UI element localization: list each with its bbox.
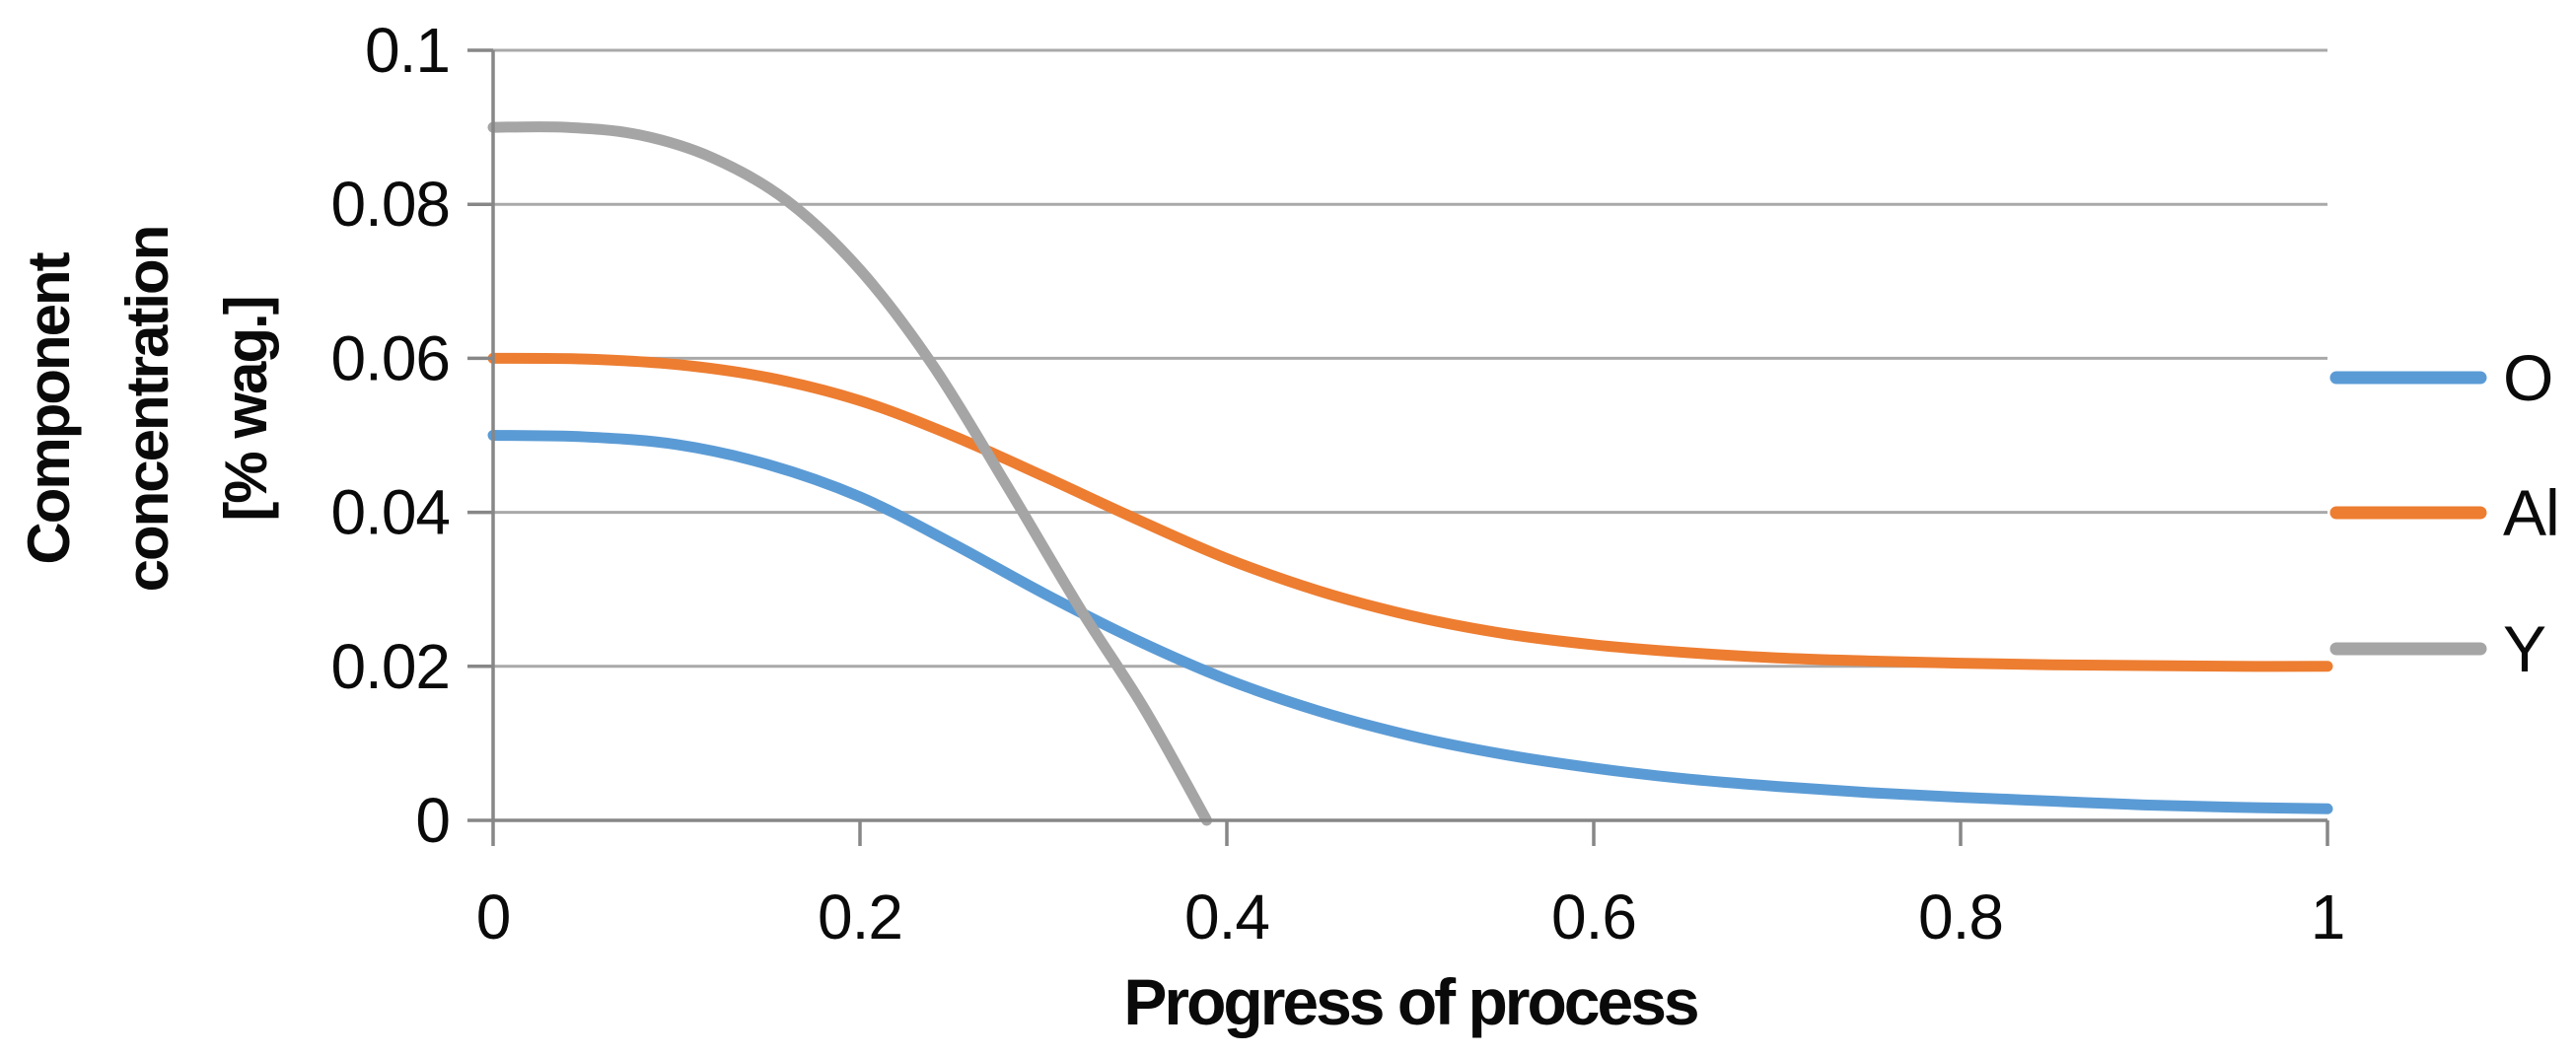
svg-text:0.2: 0.2 — [818, 881, 902, 952]
legend-item-Y: Y — [2329, 612, 2576, 685]
y-tick-labels: 0 0.02 0.04 0.06 0.08 0.1 — [330, 15, 451, 856]
axis-lines — [491, 50, 2327, 822]
svg-text:0.08: 0.08 — [330, 169, 450, 240]
legend: O Al Y — [2329, 0, 2576, 1057]
svg-text:0.6: 0.6 — [1551, 881, 1636, 952]
svg-text:0.04: 0.04 — [330, 477, 450, 548]
y-axis-title: Component concentration [% wag.] — [0, 94, 296, 725]
y-axis-title-line-3: [% wag.] — [213, 297, 279, 522]
legend-swatch-Al-icon — [2329, 506, 2487, 520]
y-axis-title-line-1: Component — [16, 253, 82, 565]
svg-text:0: 0 — [415, 785, 450, 856]
svg-text:0: 0 — [476, 881, 511, 952]
svg-text:0.06: 0.06 — [330, 322, 450, 393]
svg-text:0.1: 0.1 — [365, 15, 450, 86]
x-axis-title: Progress of process — [1123, 965, 1699, 1038]
y-axis-title-line-2: concentration — [114, 226, 180, 593]
legend-label-Al: Al — [2503, 476, 2560, 549]
legend-item-O: O — [2329, 341, 2576, 414]
svg-text:0.02: 0.02 — [330, 631, 450, 702]
legend-label-O: O — [2503, 341, 2553, 414]
legend-item-Al: Al — [2329, 476, 2576, 549]
legend-swatch-O-icon — [2329, 371, 2487, 385]
legend-swatch-Y-icon — [2329, 642, 2487, 656]
svg-text:0.4: 0.4 — [1184, 881, 1269, 952]
x-tick-labels: 0 0.2 0.4 0.6 0.8 1 — [476, 881, 2346, 952]
svg-text:0.8: 0.8 — [1918, 881, 2003, 952]
gridlines — [493, 48, 2327, 669]
svg-text:1: 1 — [2311, 881, 2345, 952]
tick-marks — [467, 48, 2329, 846]
legend-label-Y: Y — [2503, 612, 2546, 685]
series-lines — [487, 121, 2333, 826]
